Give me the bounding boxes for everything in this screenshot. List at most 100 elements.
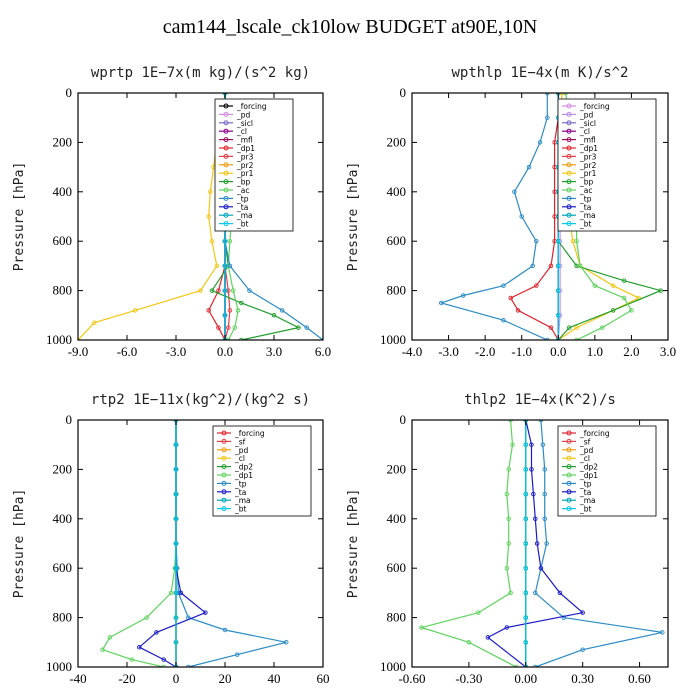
legend-label: _ma: [236, 211, 253, 220]
legend-marker: [566, 145, 572, 151]
x-tick-label: -3.0: [438, 344, 459, 359]
series-dp1: [100, 420, 179, 667]
data-point: [476, 610, 481, 615]
legend-marker: [221, 438, 227, 444]
data-point: [574, 325, 579, 330]
data-point: [501, 283, 506, 288]
data-point: [173, 516, 179, 522]
legend-label: _forcing: [579, 429, 610, 438]
legend-label: _ac: [236, 186, 249, 195]
legend-marker: [566, 489, 572, 495]
legend-label: _bt: [579, 220, 592, 229]
y-tick-label: 800: [53, 283, 73, 298]
x-tick-label: 0.60: [628, 671, 651, 686]
data-point: [523, 590, 529, 596]
legend-label: _ma: [579, 211, 596, 220]
data-point: [198, 288, 203, 293]
data-point: [239, 337, 244, 340]
data-point: [203, 610, 208, 615]
data-point: [508, 295, 513, 301]
legend-label: _ta: [234, 488, 246, 497]
legend-marker: [566, 170, 572, 176]
x-tick-label: 0.00: [514, 671, 537, 686]
data-point: [247, 288, 252, 293]
data-point: [173, 615, 179, 620]
data-point: [534, 238, 539, 244]
legend-label: _cl: [579, 454, 590, 463]
x-tick-label: -0.30: [455, 671, 482, 686]
legend-label: _ma: [579, 496, 596, 505]
data-point: [548, 325, 554, 330]
x-tick-label: 6.0: [315, 344, 331, 359]
data-point: [559, 93, 565, 96]
data-point: [537, 140, 543, 145]
data-point: [466, 640, 472, 645]
y-axis-label: Pressure [hPa]: [346, 489, 361, 599]
data-point: [485, 635, 491, 640]
data-point: [144, 615, 149, 620]
data-point: [510, 442, 515, 447]
data-point: [232, 325, 238, 330]
legend-label: _dp1: [579, 471, 598, 480]
data-point: [580, 610, 585, 615]
data-point: [206, 308, 211, 313]
data-point: [545, 115, 550, 120]
legend: _forcing_pd_sicl_cl_mfl_dp1_pr3_pr2_pr1_…: [557, 98, 657, 232]
data-point: [523, 565, 529, 571]
y-tick-label: 0: [400, 85, 407, 100]
x-tick-label: -6.0: [117, 344, 138, 359]
legend-marker: [223, 195, 229, 201]
legend-marker: [566, 455, 572, 461]
data-point: [533, 516, 538, 522]
legend-marker: [223, 221, 229, 227]
plot-frame: [411, 419, 669, 668]
y-tick-label: 800: [53, 610, 73, 625]
data-point: [226, 337, 231, 340]
data-point: [222, 238, 228, 244]
legend-marker: [566, 153, 572, 159]
legend: _forcing_sf_pd_cl_dp2_dp1_tp_ta_ma_bt: [557, 425, 657, 517]
legend-box: [557, 425, 657, 517]
legend-marker: [566, 137, 572, 143]
x-tick-label: 2.0: [623, 344, 639, 359]
data-point: [506, 516, 511, 522]
data-point: [176, 590, 181, 596]
data-point: [216, 325, 221, 330]
y-tick-label: 600: [387, 560, 407, 575]
legend-label: _pd: [234, 446, 249, 455]
data-point: [216, 288, 221, 293]
data-point: [235, 308, 241, 313]
panel-3: rtp2 1E−11x(kg^2)/(kg^2 s) Pressure [hPa]…: [12, 392, 330, 686]
y-tick-label: 400: [387, 511, 407, 526]
legend-label: _ac: [579, 186, 592, 195]
legend-label: _sf: [579, 437, 591, 446]
data-point: [501, 317, 506, 323]
legend-label: _tp: [236, 194, 249, 203]
data-point: [545, 93, 550, 96]
data-point: [161, 657, 166, 662]
legend-marker: [221, 464, 227, 470]
legend-label: _tp: [234, 479, 247, 488]
data-point: [538, 565, 544, 571]
data-point: [227, 238, 233, 244]
data-point: [284, 640, 289, 645]
legend-marker: [566, 103, 572, 109]
legend-label: _mfl: [236, 136, 253, 145]
data-point: [206, 214, 211, 219]
data-point: [504, 625, 510, 630]
legend-label: _pr2: [236, 161, 254, 170]
legend-label: _dp2: [234, 463, 253, 472]
data-point: [460, 293, 466, 298]
data-point: [227, 263, 233, 269]
data-point: [542, 516, 547, 522]
legend-marker: [221, 472, 227, 478]
series-bt: [173, 420, 179, 667]
data-point: [173, 541, 179, 546]
plot-frame: [77, 92, 324, 341]
legend-marker: [566, 120, 572, 126]
legend-label: _cl: [234, 454, 245, 463]
legend-label: _pr3: [236, 152, 254, 161]
x-tick-label: -4.0: [402, 344, 423, 359]
data-point: [567, 325, 572, 330]
data-point: [186, 664, 191, 667]
